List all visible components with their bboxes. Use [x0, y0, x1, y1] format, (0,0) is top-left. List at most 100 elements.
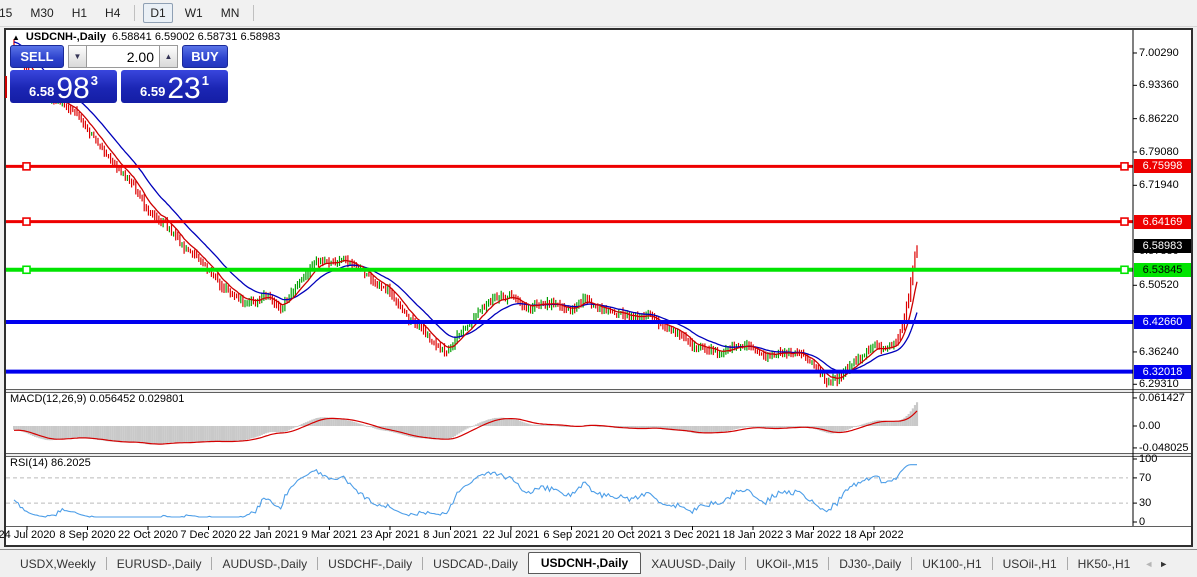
date-axis-label: 22 Jul 2021	[482, 529, 540, 541]
tab-scroll-right-icon[interactable]: ►	[1159, 558, 1169, 569]
tab-scroll-left-icon[interactable]: ◄	[1144, 558, 1154, 569]
hline-anchor-right[interactable]	[1120, 217, 1129, 226]
timeframe-button-mn[interactable]: MN	[220, 6, 240, 20]
chart-ohlc-values: 6.58841 6.59002 6.58731 6.58983	[112, 31, 281, 43]
rsi-axis-tick: 30	[1139, 497, 1152, 510]
tab-separator	[211, 557, 213, 570]
timeframe-toolbar: 15 M30 H1 H4 D1 W1 MN	[0, 0, 1197, 27]
macd-axis-tick: 0.00	[1139, 420, 1161, 432]
trade-panel-prices: 6.58 98 3 6.59 23 1	[10, 70, 228, 103]
tab-separator	[317, 557, 319, 570]
timeframe-button-w1[interactable]: W1	[184, 6, 203, 20]
chart-tab-hk50-h1[interactable]: HK50-,H1	[1077, 556, 1131, 571]
one-click-trading-panel: SELL ▼ 2.00 ▲ BUY 6.58 98 3 6.59 23 1	[10, 45, 228, 103]
chart-tab-xauusd-daily[interactable]: XAUUSD-,Daily	[651, 556, 736, 571]
sell-price-small: 6.58	[29, 84, 55, 99]
chart-title: ▲ USDCNH-,Daily 6.58841 6.59002 6.58731 …	[12, 31, 280, 43]
hline-anchor-right[interactable]	[1120, 265, 1129, 275]
date-axis-label: 3 Dec 2021	[664, 529, 721, 541]
trade-panel-controls: SELL ▼ 2.00 ▲ BUY	[10, 45, 228, 68]
timeframe-button-h4[interactable]: H4	[105, 6, 121, 20]
chart-tab-usdcad-daily[interactable]: USDCAD-,Daily	[433, 556, 518, 571]
date-axis-label: 22 Oct 2020	[118, 529, 178, 541]
collapse-panel-icon[interactable]: ▲	[12, 32, 20, 42]
hline-price-label: 6.75998	[1134, 159, 1191, 174]
date-axis-label: 18 Jan 2022	[722, 529, 784, 541]
rsi-axis-tick: 0	[1139, 516, 1146, 528]
hline-price-label: 6.53845	[1134, 262, 1191, 277]
macd-axis-tick: -0.048025	[1139, 441, 1189, 454]
hline-price-label: 6.32018	[1134, 364, 1191, 379]
chart-tab-usdx-weekly[interactable]: USDX,Weekly	[20, 556, 96, 571]
price-axis-tick: 6.29310	[1139, 378, 1179, 391]
chart-tab-usdchf-daily[interactable]: USDCHF-,Daily	[328, 556, 413, 571]
rsi-axis-tick: 100	[1139, 453, 1158, 465]
volume-decrease-button[interactable]: ▼	[68, 45, 87, 68]
price-axis-tick: 6.86220	[1139, 112, 1179, 125]
date-axis-label: 24 Jul 2020	[0, 529, 56, 541]
hline-anchor-left[interactable]	[22, 217, 31, 226]
chart-tab-uk100-h1[interactable]: UK100-,H1	[922, 556, 982, 571]
sell-price-sup: 3	[90, 73, 98, 88]
timeframe-button-d1[interactable]: D1	[143, 3, 173, 23]
date-axis-label: 18 Apr 2022	[844, 529, 904, 541]
date-axis-label: 7 Dec 2020	[180, 529, 237, 541]
hline-price-label: 6.42660	[1134, 314, 1191, 329]
sell-button[interactable]: SELL	[10, 45, 64, 68]
chart-tab-eurusd-daily[interactable]: EURUSD-,Daily	[116, 556, 202, 571]
chart-window[interactable]	[4, 28, 1193, 547]
buy-price-box[interactable]: 6.59 23 1	[121, 70, 228, 103]
tab-separator	[911, 557, 913, 570]
hline-anchor-left[interactable]	[22, 265, 31, 275]
hline-anchor-left[interactable]	[22, 162, 31, 171]
rsi-label: RSI(14) 86.2025	[10, 457, 91, 469]
current-price-label: 6.58983	[1134, 238, 1191, 253]
price-axis-tick: 6.71940	[1139, 179, 1179, 192]
volume-increase-button[interactable]: ▲	[159, 45, 178, 68]
price-axis-tick: 6.50520	[1139, 279, 1179, 292]
buy-button[interactable]: BUY	[182, 45, 228, 68]
date-axis-label: 23 Apr 2021	[360, 529, 420, 541]
tab-separator	[745, 557, 747, 570]
price-axis-tick: 6.93360	[1139, 79, 1179, 92]
rsi-axis-tick: 70	[1139, 471, 1152, 484]
sell-price-big: 98	[56, 71, 90, 105]
chart-tab-dj30-daily[interactable]: DJ30-,Daily	[839, 556, 902, 571]
tab-separator	[991, 557, 993, 570]
date-axis-label: 22 Jan 2021	[238, 529, 300, 541]
buy-price-sup: 1	[201, 73, 209, 88]
timeframe-button-15[interactable]: 15	[0, 6, 13, 20]
price-axis-tick: 6.36240	[1139, 345, 1179, 358]
tab-separator	[1066, 557, 1068, 570]
left-edge-marker	[5, 76, 7, 98]
toolbar-separator	[253, 5, 255, 21]
sell-price-box[interactable]: 6.58 98 3	[10, 70, 117, 103]
chart-tab-ukoil-m15[interactable]: UKOil-,M15	[756, 556, 819, 571]
date-axis-label: 8 Jun 2021	[423, 529, 478, 541]
chart-tab-usoil-h1[interactable]: USOil-,H1	[1002, 556, 1057, 571]
hline-price-label: 6.64169	[1134, 214, 1191, 229]
date-axis-label: 20 Oct 2021	[602, 529, 662, 541]
buy-price-big: 23	[167, 71, 201, 105]
chart-tab-audusd-daily[interactable]: AUDUSD-,Daily	[222, 556, 308, 571]
macd-axis-tick: 0.061427	[1139, 391, 1185, 404]
chart-tab-bar: USDX,Weekly EURUSD-,Daily AUDUSD-,Daily USD…	[0, 549, 1197, 577]
tab-separator	[105, 557, 107, 570]
macd-label: MACD(12,26,9) 0.056452 0.029801	[10, 393, 185, 405]
tab-separator	[422, 557, 424, 570]
hline-anchor-right[interactable]	[1120, 162, 1129, 171]
toolbar-separator	[134, 5, 136, 21]
chart-tab-usdcnh-daily[interactable]: USDCNH-,Daily	[527, 551, 642, 574]
price-axis-tick: 7.00290	[1139, 46, 1179, 59]
buy-price-small: 6.59	[140, 84, 166, 99]
tab-separator	[828, 557, 830, 570]
timeframe-button-h1[interactable]: H1	[71, 6, 88, 20]
date-axis-label: 8 Sep 2020	[59, 529, 116, 541]
chart-symbol-label: USDCNH-,Daily	[25, 31, 106, 43]
volume-input[interactable]: 2.00	[87, 45, 159, 68]
date-axis-label: 9 Mar 2021	[301, 529, 358, 541]
timeframe-button-m30[interactable]: M30	[30, 6, 54, 20]
price-axis-tick: 6.79080	[1139, 145, 1179, 158]
date-axis-label: 3 Mar 2022	[785, 529, 842, 541]
